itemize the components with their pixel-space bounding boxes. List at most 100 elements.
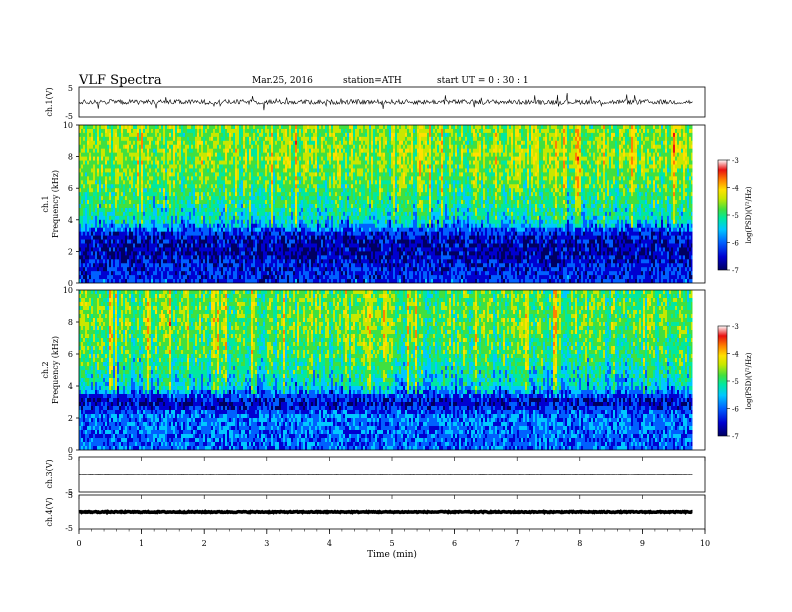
ch1-spectrogram-cell	[223, 243, 226, 248]
ch1-spectrogram-cell	[149, 176, 152, 181]
ch1-spectrogram-cell	[149, 160, 152, 165]
ch1-spectrogram-cell	[85, 184, 88, 189]
ch1-ytick-top: 5	[68, 84, 73, 93]
ch1-spectrogram-cell	[149, 152, 152, 157]
ch1-spectrogram-cell	[311, 231, 314, 236]
ch1-spectrogram-cell	[263, 200, 266, 205]
ch1-spectrogram-cell	[235, 263, 238, 268]
ch1-spectrogram-cell	[303, 267, 306, 272]
ch1-spectrogram-cell	[287, 160, 290, 165]
ch1-spectrogram-cell	[217, 231, 220, 236]
ch1-spectrogram-cell	[135, 207, 138, 213]
ch1-spectrogram-cell	[281, 239, 284, 244]
ch1-spectrogram-cell	[205, 136, 208, 142]
ch1-spectrogram-cell	[231, 148, 234, 154]
ch1-spectrogram-cell	[151, 200, 154, 205]
ch1-spectrogram-cell	[175, 267, 178, 272]
ch1-spectrogram-cell	[217, 223, 220, 229]
ch1-spectrogram-cell	[109, 267, 112, 272]
ch1-spectrogram-cell	[245, 160, 248, 165]
ch1-spectrogram-cell	[235, 211, 238, 217]
ch1-spectrogram-cell	[299, 180, 302, 185]
ch1-spectrogram-cell	[295, 176, 298, 181]
ch1-spectrogram-cell	[203, 164, 206, 169]
ch1-spectrogram-cell	[275, 188, 278, 193]
ch1-spectrogram-cell	[155, 176, 158, 181]
ch1-spectrogram-cell	[277, 271, 280, 276]
ch1-spectrogram-cell	[159, 227, 162, 233]
ch1-spectrogram-cell	[201, 259, 204, 264]
ch1-spectrogram-cell	[81, 176, 84, 181]
ch1-spectrogram-cell	[209, 231, 212, 236]
ch1-spectrogram-cell	[109, 251, 112, 256]
ch1-spectrogram-cell	[111, 148, 114, 154]
ch1-spectrogram-cell	[215, 168, 218, 173]
ch1-spectrogram-cell	[133, 172, 136, 177]
ch1-spectrogram-cell	[293, 184, 296, 189]
ch1-spectrogram-cell	[79, 128, 82, 134]
ch1-spectrogram-cell	[251, 180, 254, 185]
ch1-spectrogram-cell	[155, 148, 158, 154]
ch1-spectrogram-cell	[245, 168, 248, 173]
ch1-spectrogram-cell	[145, 160, 148, 165]
ch1-spectrogram-cell	[255, 128, 258, 134]
ch1-spectrogram-cell	[231, 160, 234, 165]
ch1-spectrogram-cell	[127, 227, 130, 233]
ch1-spectrogram-cell	[285, 148, 288, 154]
ch1-spectrogram-cell	[115, 156, 118, 161]
ch1-spectrogram-cell	[185, 180, 188, 185]
ch1-spectrogram-cell	[233, 156, 236, 161]
ch1-spectrogram-cell	[317, 211, 320, 217]
ch1-spectrogram-cell	[107, 259, 110, 264]
ch1-spectrogram-cell	[185, 223, 188, 229]
ch1-spectrogram-cell	[225, 263, 228, 268]
ch1-spectrogram-cell	[231, 144, 234, 150]
ch1-spectrogram-cell	[299, 279, 302, 283]
ch1-spectrogram-cell	[271, 180, 274, 185]
ch1-spectrogram-cell	[231, 196, 234, 201]
ch1-spectrogram-cell	[211, 140, 214, 146]
ch1-spectrogram-cell	[215, 128, 218, 134]
ch1-spectrogram-cell	[151, 223, 154, 229]
ch1-spectrogram-cell	[127, 207, 130, 213]
ch1-spectrogram-cell	[127, 140, 130, 146]
ch1-spectrogram-cell	[95, 152, 98, 157]
ch1-spectrogram-cell	[271, 184, 274, 189]
ch1-spectrogram-cell	[125, 251, 128, 256]
ch1-spectrogram-cell	[225, 148, 228, 154]
ch1-spectrogram-cell	[225, 251, 228, 256]
ch1-spectrogram-cell	[171, 247, 174, 252]
ch1-spectrogram-cell	[179, 211, 182, 217]
ch1-spectrogram-cell	[221, 168, 224, 173]
ch1-spectrogram-cell	[161, 219, 164, 225]
ch1-spectrogram-cell	[127, 184, 130, 189]
ch1-spectrogram-cell	[297, 196, 300, 201]
ch1-spectrogram-cell	[301, 267, 304, 272]
ch1-spectrogram-cell	[191, 259, 194, 264]
ch1-spectrogram-cell	[121, 247, 124, 252]
ch1-spectrogram-cell	[309, 128, 312, 134]
ch1-spectrogram-cell	[299, 243, 302, 248]
ch1-spectrogram-cell	[137, 184, 140, 189]
ch1-spectrogram-cell	[245, 188, 248, 193]
ch1-spectrogram-cell	[157, 271, 160, 276]
ch1-spectrogram-cell	[293, 200, 296, 205]
ch1-spectrogram-cell	[197, 239, 200, 244]
ch1-spectrogram-cell	[187, 204, 190, 209]
ch1-spectrogram-cell	[207, 243, 210, 248]
ch1-spectrogram-cell	[139, 196, 142, 201]
ch1-spectrogram-cell	[147, 223, 150, 229]
ch1-spectrogram-cell	[229, 172, 232, 177]
ch1-spectrogram-cell	[85, 207, 88, 213]
ch1-spectrogram-cell	[247, 279, 250, 283]
ch1-spectrogram-cell	[163, 144, 166, 150]
ch1-spectrogram-cell	[265, 239, 268, 244]
ch1-spectrogram-cell	[121, 160, 124, 165]
ch1-spectrogram-cell	[105, 180, 108, 185]
ch1-spectrogram-cell	[285, 192, 288, 197]
ch1-spectrogram-cell	[117, 239, 120, 244]
ch1-spectrogram-cell	[99, 259, 102, 264]
ch1-spectrogram-cell	[109, 172, 112, 177]
ch1-spectrogram-cell	[301, 176, 304, 181]
ch1-spectrogram-cell	[213, 196, 216, 201]
